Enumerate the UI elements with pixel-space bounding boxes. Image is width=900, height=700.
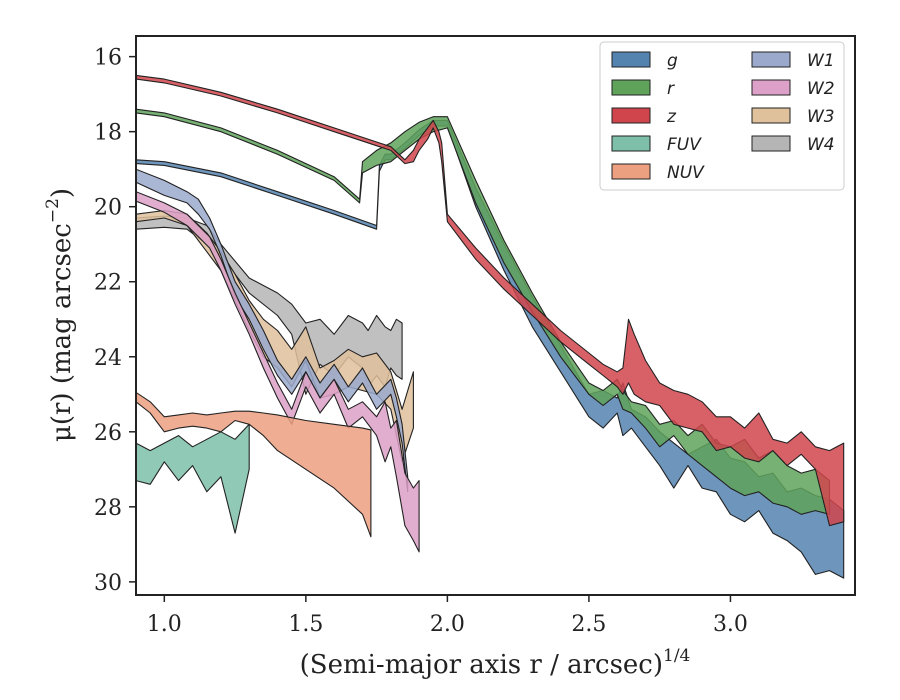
x-tick-label: 3.0 <box>713 612 748 637</box>
legend-box <box>599 41 845 191</box>
legend-label-fuv: FUV <box>667 135 702 155</box>
band-z <box>136 74 845 527</box>
legend-label-w3: W3 <box>807 107 835 127</box>
y-axis-label: μ(r) (mag arcsec−2) <box>43 188 77 442</box>
x-axis-label-exponent: 1/4 <box>663 646 690 666</box>
legend-label-nuv: NUV <box>667 163 705 183</box>
y-axis: 16 18 20 22 24 26 28 30 <box>94 46 136 596</box>
band-fuv <box>136 423 250 534</box>
y-tick-label: 26 <box>94 421 122 446</box>
y-axis-label-text: μ(r) (mag arcsec <box>47 223 77 442</box>
y-tick-label: 22 <box>94 271 122 296</box>
legend-swatch-w2 <box>751 79 791 96</box>
x-axis: 1.0 1.5 2.0 2.5 3.0 <box>147 595 748 637</box>
y-axis-label-close: ) <box>47 188 77 198</box>
legend-label-z: z <box>666 107 677 127</box>
band-nuv <box>136 391 372 538</box>
x-tick-label: 1.5 <box>288 612 323 637</box>
y-tick-label: 30 <box>94 571 122 596</box>
legend-swatch-w1 <box>751 51 791 68</box>
band-w4 <box>136 215 403 395</box>
legend-swatch-w4 <box>751 135 791 152</box>
y-tick-label: 16 <box>94 46 122 71</box>
legend-label-w2: W2 <box>807 79 835 99</box>
plot-frame <box>135 35 856 596</box>
y-axis-label-exponent: −2 <box>43 198 63 223</box>
x-axis-label: (Semi-major axis r / arcsec)1/4 <box>300 646 691 680</box>
legend-label-g: g <box>667 51 678 71</box>
x-tick-label: 1.0 <box>147 612 182 637</box>
legend-swatch-w3 <box>751 107 791 124</box>
x-tick-label: 2.5 <box>571 612 606 637</box>
x-tick-label: 2.0 <box>430 612 465 637</box>
legend-label-r: r <box>667 79 675 99</box>
legend-swatch-g <box>611 51 651 68</box>
legend-label-w4: W4 <box>807 135 835 155</box>
y-tick-label: 24 <box>94 346 122 371</box>
legend-swatch-r <box>611 79 651 96</box>
x-axis-label-text: (Semi-major axis r / arcsec) <box>300 650 663 680</box>
band-w2 <box>136 191 420 553</box>
legend-swatch-nuv <box>611 163 651 180</box>
band-areas <box>136 74 845 579</box>
legend-swatch-z <box>611 107 651 124</box>
y-tick-label: 18 <box>94 121 122 146</box>
legend-label-w1: W1 <box>807 51 835 71</box>
y-tick-label: 28 <box>94 496 122 521</box>
legend-swatch-fuv <box>611 135 651 152</box>
y-tick-label: 20 <box>94 196 122 221</box>
legend: grz FUV NUV W1 W2 W3 W4 <box>599 41 845 191</box>
